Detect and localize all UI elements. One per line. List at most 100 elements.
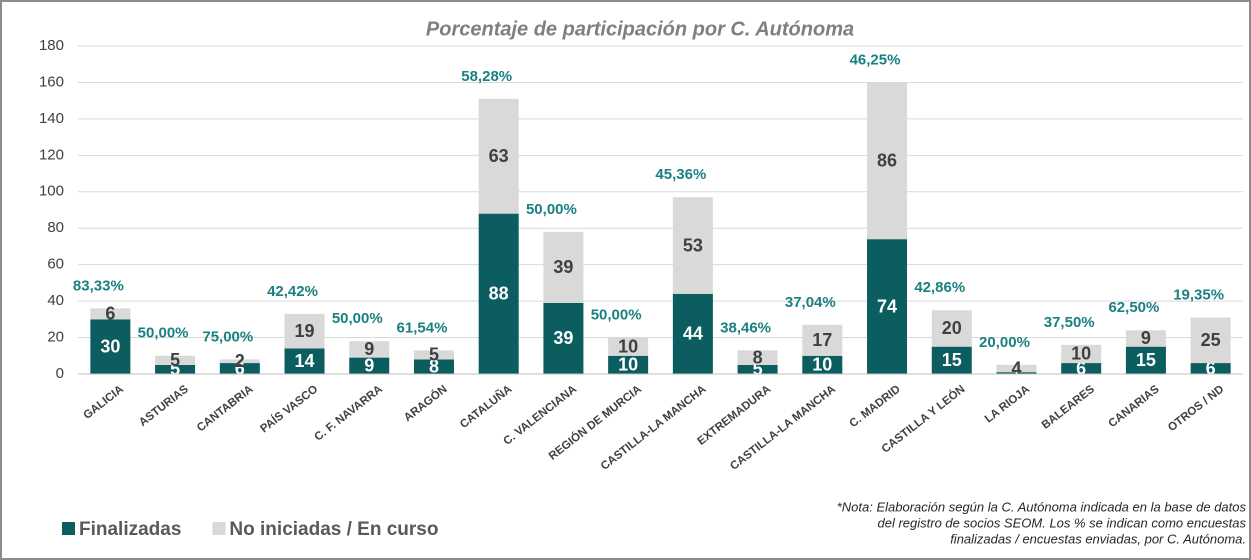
percent-label: 37,50% <box>1044 314 1095 331</box>
percent-label: 50,00% <box>332 310 383 327</box>
bar-segment <box>543 302 584 374</box>
bar-segment <box>478 98 519 214</box>
bar-segment <box>608 337 649 356</box>
percent-label: 38,46% <box>720 319 771 336</box>
bar-segment <box>219 359 260 364</box>
bar-segment <box>1190 363 1231 374</box>
segment-label: 53 <box>683 235 703 255</box>
segment-label: 9 <box>1141 328 1151 348</box>
segment-label: 4 <box>1011 358 1021 378</box>
segment-label: 10 <box>812 355 832 375</box>
segment-label: 6 <box>105 304 115 324</box>
bar-segment <box>737 364 778 374</box>
segment-label: 5 <box>753 359 763 379</box>
segment-label: 9 <box>364 339 374 359</box>
chart-title: Porcentaje de participación por C. Autón… <box>426 18 854 40</box>
bar-segment <box>737 350 778 365</box>
bar-segment <box>413 350 454 360</box>
segment-label: 2 <box>235 351 245 371</box>
legend-label: Finalizadas <box>79 519 181 540</box>
bar-segment <box>931 310 972 347</box>
legend-label: No iniciadas / En curso <box>229 519 438 540</box>
segment-label: 8 <box>429 356 439 376</box>
segment-label: 9 <box>364 356 374 376</box>
percent-label: 61,54% <box>397 319 448 336</box>
y-tick-label: 160 <box>39 73 64 90</box>
y-tick-label: 20 <box>47 329 64 346</box>
segment-label: 74 <box>877 296 897 316</box>
bar-segment <box>543 231 584 303</box>
y-tick-label: 180 <box>39 37 64 54</box>
bar-segment <box>608 355 649 374</box>
y-tick-label: 0 <box>56 365 64 382</box>
bar-segment <box>867 82 908 240</box>
y-tick-label: 100 <box>39 183 64 200</box>
segment-label: 10 <box>618 355 638 375</box>
y-tick-label: 120 <box>39 146 64 163</box>
segment-label: 25 <box>1201 330 1221 350</box>
percent-label: 46,25% <box>850 51 901 68</box>
percent-label: 45,36% <box>655 166 706 183</box>
segment-label: 30 <box>100 336 120 356</box>
segment-label: 39 <box>553 328 573 348</box>
bar-segment <box>1061 344 1102 364</box>
bar-segment <box>155 364 196 374</box>
y-tick-label: 40 <box>47 292 64 309</box>
bar-segment <box>996 364 1037 373</box>
note: *Nota: Elaboración según la C. Autónoma … <box>837 499 1247 514</box>
percent-label: 58,28% <box>461 68 512 85</box>
segment-label: 17 <box>812 330 832 350</box>
bar-segment <box>672 197 713 294</box>
bar-segment <box>1061 363 1102 374</box>
legend-swatch <box>62 522 75 535</box>
y-tick-label: 80 <box>47 219 64 236</box>
note: del registro de socios SEOM. Los % se in… <box>877 515 1246 530</box>
y-tick-label: 140 <box>39 110 64 127</box>
segment-label: 8 <box>753 347 763 367</box>
bar-segment <box>413 359 454 374</box>
segment-label: 15 <box>942 350 962 370</box>
segment-label: 20 <box>942 318 962 338</box>
percent-label: 20,00% <box>979 334 1030 351</box>
segment-label: 5 <box>170 359 180 379</box>
bar-segment <box>284 313 325 349</box>
bar-segment <box>931 346 972 374</box>
bar-segment <box>155 355 196 365</box>
bar-segment <box>90 319 131 374</box>
segment-label: 39 <box>553 257 573 277</box>
segment-label: 86 <box>877 151 897 171</box>
percent-label: 50,00% <box>138 325 189 342</box>
percent-label: 83,33% <box>73 277 124 294</box>
segment-label: 6 <box>1076 358 1086 378</box>
segment-label: 10 <box>1071 344 1091 364</box>
percent-label: 37,04% <box>785 294 836 311</box>
bar-segment <box>802 355 843 374</box>
bar-segment <box>1190 317 1231 364</box>
segment-label: 6 <box>1206 358 1216 378</box>
percent-label: 50,00% <box>591 307 642 324</box>
percent-label: 62,50% <box>1108 299 1159 316</box>
bar-segment <box>219 363 260 374</box>
legend-swatch <box>212 522 226 535</box>
bar-segment <box>867 239 908 374</box>
segment-label: 19 <box>295 321 315 341</box>
percent-label: 50,00% <box>526 201 577 218</box>
bar-segment <box>349 341 390 358</box>
segment-label: 88 <box>489 284 509 304</box>
percent-label: 42,42% <box>267 283 318 300</box>
bar-segment <box>1125 330 1166 347</box>
bar-segment <box>349 357 390 374</box>
percent-label: 42,86% <box>914 279 965 296</box>
segment-label: 6 <box>235 358 245 378</box>
bar-segment <box>90 308 131 320</box>
segment-label: 10 <box>618 336 638 356</box>
y-tick-label: 60 <box>47 256 64 273</box>
segment-label: 5 <box>170 350 180 370</box>
note: finalizadas / encuestas enviadas, por C.… <box>950 531 1246 546</box>
segment-label: 5 <box>429 345 439 365</box>
bar-segment <box>478 213 519 374</box>
segment-label: 44 <box>683 324 703 344</box>
bar-segment <box>802 324 843 356</box>
